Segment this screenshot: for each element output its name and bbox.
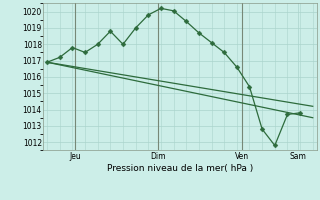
X-axis label: Pression niveau de la mer( hPa ): Pression niveau de la mer( hPa ) [107,164,253,173]
